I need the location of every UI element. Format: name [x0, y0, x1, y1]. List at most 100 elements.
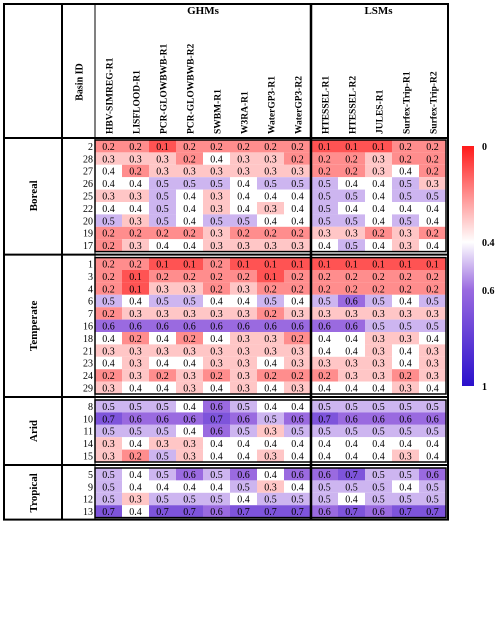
cell-value-label: 0.2 [264, 309, 277, 320]
heatmap-cell [176, 505, 203, 518]
heatmap-cell [392, 177, 419, 190]
cell-value-label: 0.3 [129, 495, 142, 506]
heatmap-cell [284, 214, 311, 227]
basin-id-label: 20 [83, 216, 93, 227]
heatmap-cell [284, 257, 311, 270]
cell-value-label: 0.6 [291, 414, 304, 425]
heatmap-cell [203, 400, 230, 413]
heatmap-cell [284, 319, 311, 332]
cell-value-label: 0.5 [291, 179, 304, 190]
cell-value-label: 0.2 [291, 229, 304, 240]
heatmap-cell [284, 480, 311, 493]
cell-value-label: 0.5 [345, 402, 358, 413]
cell-value-label: 0.6 [210, 427, 223, 438]
cell-value-label: 0.3 [237, 167, 250, 178]
heatmap-cell [311, 468, 338, 481]
cell-value-label: 0.2 [210, 260, 223, 271]
heatmap-cell [176, 270, 203, 283]
heatmap-cell [230, 140, 257, 153]
cell-value-label: 0.4 [183, 216, 196, 227]
cell-value-label: 0.6 [372, 507, 385, 518]
cell-value-label: 0.2 [372, 272, 385, 283]
heatmap-cell [176, 307, 203, 320]
heatmap-cell [338, 412, 365, 425]
heatmap-cell [203, 369, 230, 382]
cell-value-label: 0.4 [156, 241, 169, 252]
heatmap-cell [365, 294, 392, 308]
heatmap-cell [257, 449, 284, 462]
cell-value-label: 0.4 [345, 452, 358, 463]
cell-value-label: 0.1 [372, 260, 385, 271]
cell-value-label: 0.4 [183, 204, 196, 215]
cell-value-label: 0.6 [372, 414, 385, 425]
heatmap-cell [149, 449, 176, 462]
cell-value-label: 0.2 [210, 284, 223, 295]
heatmap-body: 2 0.2 0.2 0.1 0.2 0.2 0.2 0.2 0.2 0.1 0.1 0.1 0.2 0.2… [28, 140, 446, 518]
cell-value-label: 0.3 [237, 154, 250, 165]
cell-value-label: 0.5 [264, 495, 277, 506]
heatmap-cell [365, 164, 392, 178]
heatmap-cell [230, 270, 257, 283]
cell-value-label: 0.1 [264, 260, 277, 271]
heatmap-cell [95, 152, 122, 165]
cell-value-label: 0.4 [372, 452, 385, 463]
heatmap-cell [365, 400, 392, 413]
zone-block-border [94, 399, 447, 463]
cell-value-label: 0.4 [210, 334, 223, 345]
heatmap-cell [257, 164, 284, 178]
cell-value-label: 0.2 [426, 167, 439, 178]
cell-value-label: 0.3 [264, 154, 277, 165]
cell-value-label: 0.3 [102, 439, 115, 450]
cell-value-label: 0.3 [291, 384, 304, 395]
cell-value-label: 0.5 [210, 470, 223, 481]
heatmap-cell [392, 480, 419, 493]
cell-value-label: 0.3 [183, 371, 196, 382]
cell-value-label: 0.3 [129, 154, 142, 165]
heatmap-cell [311, 480, 338, 493]
heatmap-cell [338, 152, 365, 165]
heatmap-cell [176, 412, 203, 425]
heatmap-cell [392, 164, 419, 178]
heatmap-cell [419, 505, 446, 518]
cell-value-label: 0.5 [372, 495, 385, 506]
cell-value-label: 0.1 [129, 272, 142, 283]
cell-value-label: 0.4 [210, 154, 223, 165]
basin-id-label: 27 [83, 167, 93, 178]
heatmap-cell [419, 400, 446, 413]
heatmap-cell [392, 505, 419, 518]
cell-value-label: 0.3 [372, 309, 385, 320]
heatmap-cell [122, 424, 149, 438]
cell-value-label: 0.2 [291, 334, 304, 345]
cell-value-label: 0.4 [237, 452, 250, 463]
heatmap-cell [122, 468, 149, 481]
heatmap-cell [311, 294, 338, 308]
heatmap-cell [392, 437, 419, 450]
heatmap-cell [230, 177, 257, 190]
heatmap-cell [392, 468, 419, 481]
cell-value-label: 0.5 [426, 427, 439, 438]
cell-value-label: 0.4 [102, 359, 115, 370]
heatmap-cell [257, 468, 284, 481]
heatmap-cell [95, 344, 122, 357]
cell-value-label: 0.3 [102, 452, 115, 463]
cell-value-label: 0.4 [210, 439, 223, 450]
cell-value-label: 0.3 [264, 167, 277, 178]
basin-id-label: 7 [88, 309, 93, 320]
cell-value-label: 0.2 [372, 229, 385, 240]
heatmap-cell [311, 449, 338, 462]
cell-value-label: 0.5 [399, 402, 412, 413]
cell-value-label: 0.4 [345, 384, 358, 395]
heatmap-cell [311, 332, 338, 345]
cell-value-label: 0.5 [426, 495, 439, 506]
cell-value-label: 0.5 [102, 427, 115, 438]
heatmap-cell [149, 492, 176, 506]
cell-value-label: 0.3 [156, 309, 169, 320]
cell-value-label: 0.4 [291, 439, 304, 450]
heatmap-cell [149, 202, 176, 215]
heatmap-cell [95, 270, 122, 283]
cell-value-label: 0.5 [399, 192, 412, 203]
cell-value-label: 0.4 [102, 179, 115, 190]
cell-value-label: 0.4 [291, 452, 304, 463]
cell-value-label: 0.2 [183, 154, 196, 165]
heatmap-cell [257, 257, 284, 270]
